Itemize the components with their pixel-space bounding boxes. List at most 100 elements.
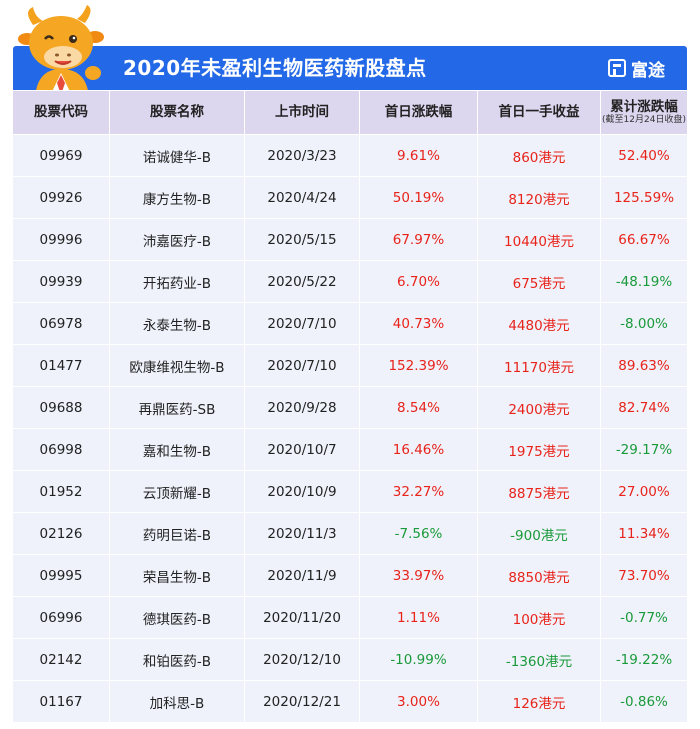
first-day-change-cell: 33.97%: [359, 555, 477, 596]
first-day-change-cell: 8.54%: [359, 387, 477, 428]
stock-name-cell: 德琪医药-B: [109, 597, 244, 638]
first-day-change-cell: 9.61%: [359, 135, 477, 176]
first-day-change-cell: 32.27%: [359, 471, 477, 512]
cumulative-change-cell: 27.00%: [600, 471, 687, 512]
first-day-lot-return-cell: 860港元: [477, 135, 600, 176]
stock-name-cell: 药明巨诺-B: [109, 513, 244, 554]
listing-date-cell: 2020/10/9: [244, 471, 359, 512]
listing-date-cell: 2020/7/10: [244, 345, 359, 386]
stock-code-cell: 09926: [39, 189, 83, 206]
stock-name-cell: 欧康维视生物-B: [109, 345, 244, 386]
cumulative-change-cell: 52.40%: [600, 135, 687, 176]
first-day-lot-return-cell: 10440港元: [477, 219, 600, 260]
stock-code-cell: 09995: [39, 567, 83, 584]
table-row: 06998 嘉和生物-B 2020/10/7 16.46% 1975港元 -29.17%: [13, 428, 687, 470]
first-day-lot-return-cell: 675港元: [477, 261, 600, 302]
cumulative-change-cell: 82.74%: [600, 387, 687, 428]
first-day-change-cell: 6.70%: [359, 261, 477, 302]
first-day-change-cell: 40.73%: [359, 303, 477, 344]
cumulative-change-cell: 125.59%: [600, 177, 687, 218]
listing-date-cell: 2020/11/3: [244, 513, 359, 554]
stock-name-cell: 云顶新耀-B: [109, 471, 244, 512]
table-row: 09995 荣昌生物-B 2020/11/9 33.97% 8850港元 73.70%: [13, 554, 687, 596]
listing-date-cell: 2020/5/22: [244, 261, 359, 302]
cumulative-change-cell: -48.19%: [600, 261, 687, 302]
cumulative-change-cell: 73.70%: [600, 555, 687, 596]
first-day-lot-return-cell: 100港元: [477, 597, 600, 638]
stock-code-cell: 02126: [39, 525, 83, 542]
table-row: 01477 欧康维视生物-B 2020/7/10 152.39% 11170港元 89.6…: [13, 344, 687, 386]
column-header: 首日涨跌幅: [359, 91, 477, 134]
cumulative-change-cell: 11.34%: [600, 513, 687, 554]
first-day-change-cell: 1.11%: [359, 597, 477, 638]
table-row: 09939 开拓药业-B 2020/5/22 6.70% 675港元 -48.19%: [13, 260, 687, 302]
stock-name-cell: 嘉和生物-B: [109, 429, 244, 470]
column-header: 首日一手收益: [477, 91, 600, 134]
listing-date-cell: 2020/3/23: [244, 135, 359, 176]
listing-date-cell: 2020/12/10: [244, 639, 359, 680]
stock-code-cell: 01167: [39, 693, 83, 710]
first-day-lot-return-cell: 8875港元: [477, 471, 600, 512]
column-header: 累计涨跌幅 (截至12月24日收盘): [600, 91, 687, 134]
stock-name-cell: 荣昌生物-B: [109, 555, 244, 596]
first-day-change-cell: -7.56%: [359, 513, 477, 554]
stock-code-cell: 09969: [39, 147, 83, 164]
table-row: 06978 永泰生物-B 2020/7/10 40.73% 4480港元 -8.00%: [13, 302, 687, 344]
stock-table: 股票代码 股票名称 上市时间 首日涨跌幅 首日一手收益 累计涨跌幅 (截至12月…: [13, 90, 687, 722]
table-row: 09926 康方生物-B 2020/4/24 50.19% 8120港元 125.59%: [13, 176, 687, 218]
first-day-lot-return-cell: 11170港元: [477, 345, 600, 386]
listing-date-cell: 2020/11/20: [244, 597, 359, 638]
stock-name-cell: 沛嘉医疗-B: [109, 219, 244, 260]
first-day-change-cell: 16.46%: [359, 429, 477, 470]
first-day-lot-return-cell: 2400港元: [477, 387, 600, 428]
listing-date-cell: 2020/9/28: [244, 387, 359, 428]
cumulative-change-cell: -0.86%: [600, 681, 687, 722]
table-row: 09996 沛嘉医疗-B 2020/5/15 67.97% 10440港元 66.67%: [13, 218, 687, 260]
brand-name: 富途: [631, 60, 665, 81]
stock-name-cell: 诺诚健华-B: [109, 135, 244, 176]
table-row: 06996 德琪医药-B 2020/11/20 1.11% 100港元 -0.77%: [13, 596, 687, 638]
first-day-change-cell: -10.99%: [359, 639, 477, 680]
first-day-change-cell: 152.39%: [359, 345, 477, 386]
listing-date-cell: 2020/7/10: [244, 303, 359, 344]
cumulative-change-cell: 66.67%: [600, 219, 687, 260]
stock-code-cell: 09939: [39, 273, 83, 290]
first-day-lot-return-cell: 126港元: [477, 681, 600, 722]
stock-code-cell: 09688: [39, 399, 83, 416]
column-header: 股票名称: [109, 91, 244, 134]
stock-code-cell: 01952: [39, 483, 83, 500]
cumulative-change-cell: -0.77%: [600, 597, 687, 638]
stock-name-cell: 加科思-B: [109, 681, 244, 722]
first-day-change-cell: 3.00%: [359, 681, 477, 722]
listing-date-cell: 2020/12/21: [244, 681, 359, 722]
stock-code-cell: 06996: [39, 609, 83, 626]
title-banner: 2020年未盈利生物医药新股盘点 富途: [13, 46, 687, 90]
brand-logo: 富途: [608, 57, 665, 81]
column-header: 上市时间: [244, 91, 359, 134]
first-day-lot-return-cell: 8850港元: [477, 555, 600, 596]
stock-name-cell: 康方生物-B: [109, 177, 244, 218]
stock-code-cell: 06978: [39, 315, 83, 332]
cumulative-change-cell: 89.63%: [600, 345, 687, 386]
first-day-lot-return-cell: 1975港元: [477, 429, 600, 470]
page-title: 2020年未盈利生物医药新股盘点: [123, 56, 427, 80]
table-header-row: 股票代码 股票名称 上市时间 首日涨跌幅 首日一手收益 累计涨跌幅 (截至12月…: [13, 90, 687, 134]
listing-date-cell: 2020/11/9: [244, 555, 359, 596]
table-row: 09688 再鼎医药-SB 2020/9/28 8.54% 2400港元 82.74%: [13, 386, 687, 428]
cumulative-change-cell: -8.00%: [600, 303, 687, 344]
stock-code-cell: 01477: [39, 357, 83, 374]
futu-logo-icon: [608, 59, 626, 77]
column-header: 股票代码: [34, 103, 88, 120]
table-row: 02126 药明巨诺-B 2020/11/3 -7.56% -900港元 11.34%: [13, 512, 687, 554]
listing-date-cell: 2020/4/24: [244, 177, 359, 218]
mascot-icon: [18, 5, 104, 98]
cumulative-change-cell: -29.17%: [600, 429, 687, 470]
table-row: 02142 和铂医药-B 2020/12/10 -10.99% -1360港元 -19.2…: [13, 638, 687, 680]
table-row: 01167 加科思-B 2020/12/21 3.00% 126港元 -0.86%: [13, 680, 687, 722]
table-row: 01952 云顶新耀-B 2020/10/9 32.27% 8875港元 27.00%: [13, 470, 687, 512]
stock-code-cell: 06998: [39, 441, 83, 458]
column-header-note: (截至12月24日收盘): [602, 115, 686, 126]
stock-code-cell: 09996: [39, 231, 83, 248]
listing-date-cell: 2020/5/15: [244, 219, 359, 260]
first-day-lot-return-cell: -900港元: [477, 513, 600, 554]
